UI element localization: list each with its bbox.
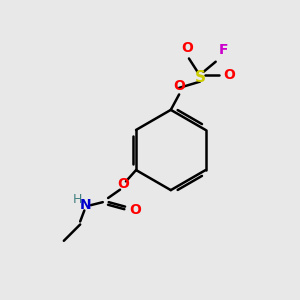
Text: F: F	[219, 43, 228, 57]
Text: H: H	[73, 193, 82, 206]
Text: O: O	[173, 79, 185, 93]
Text: O: O	[118, 177, 130, 191]
Text: S: S	[194, 70, 206, 85]
Text: O: O	[223, 68, 235, 82]
Text: O: O	[182, 41, 194, 56]
Text: O: O	[129, 202, 141, 217]
Text: N: N	[80, 198, 91, 212]
